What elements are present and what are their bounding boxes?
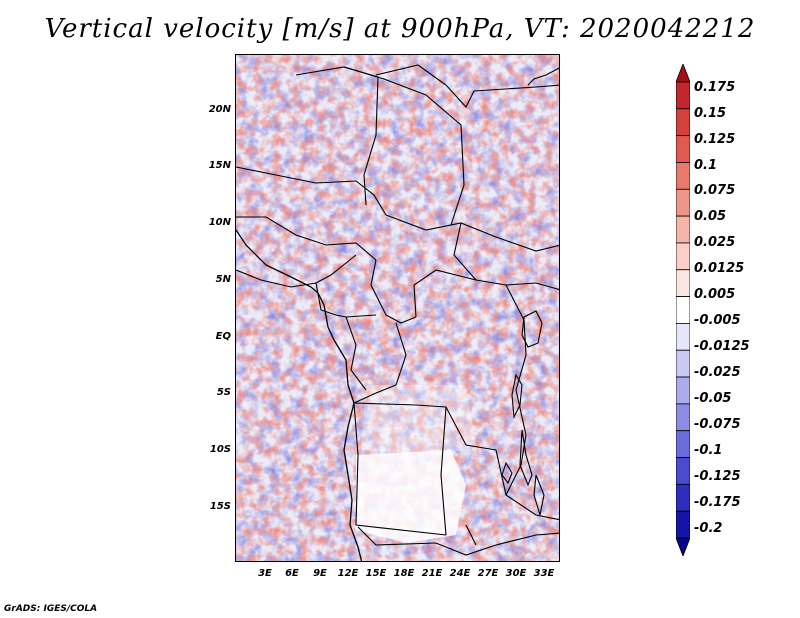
colorbar-cell [676,81,690,110]
colorbar-cell [676,457,690,485]
red-sea-coast [527,67,559,86]
colorbar-cell [676,537,690,556]
colorbar-label: 0.05 [694,209,727,224]
colorbar-cell [676,376,690,405]
country-borders [236,64,559,556]
colorbar-label: 0.1 [694,158,718,173]
lat-label-20n: 20N [208,104,231,115]
lat-label-15n: 15N [208,160,231,171]
lon-label-6e: 6E [285,568,299,579]
lon-label-21e: 21E [421,568,443,579]
colorbar-cell [676,64,690,83]
lon-label-27e: 27E [477,568,499,579]
colorbar-cell [676,296,690,324]
colorbar-cell [676,188,690,217]
colorbar-label: -0.075 [694,417,741,432]
colorbar-cell [676,323,690,351]
colorbar-label: 0.025 [694,235,736,250]
lon-label-15e: 15E [365,568,387,579]
lon-label-24e: 24E [449,568,471,579]
chart-title: Vertical velocity [m/s] at 900hPa, VT: 2… [44,14,756,44]
colorbar-cell [676,135,690,163]
lat-label-10s: 10S [209,444,231,455]
colorbar-label: -0.175 [694,495,741,510]
colorbar-cell [676,269,690,297]
colorbar-label: 0.15 [694,106,727,121]
lon-label-30e: 30E [505,568,527,579]
colorbar-label: -0.0125 [694,339,750,354]
colorbar-label: 0.125 [694,132,736,147]
colorbar-label: -0.005 [694,313,741,328]
colorbar-label: 0.075 [694,183,736,198]
colorbar-cell [676,483,690,512]
colorbar-label: 0.005 [694,287,736,302]
colorbar-cell [676,430,690,458]
colorbar-label: -0.05 [694,391,732,406]
colorbar-cell [676,162,690,190]
lon-label-9e: 9E [313,568,327,579]
colorbar-label: 0.0125 [694,261,745,276]
lat-label-5n: 5N [215,274,231,285]
coastline [236,229,363,561]
grads-credit: GrADS: IGES/COLA [4,604,98,614]
colorbar-cell [676,510,690,539]
lat-label-10n: 10N [208,217,231,228]
lat-label-15s: 15S [209,501,231,512]
great-lakes [501,310,545,516]
colorbar-cell [676,349,690,378]
lon-label-33e: 33E [533,568,555,579]
colorbar-label: 0.175 [694,80,736,95]
lat-label-eq: EQ [215,331,231,342]
colorbar-cell [676,108,690,137]
lon-label-3e: 3E [258,568,272,579]
lon-label-12e: 12E [337,568,359,579]
lon-label-18e: 18E [393,568,415,579]
map-panel [235,54,560,562]
velocity-field-map [236,55,559,561]
lat-label-5s: 5S [216,387,231,398]
colorbar-cell [676,242,690,271]
colorbar-label: -0.1 [694,443,723,458]
colorbar-label: -0.125 [694,469,741,484]
colorbar-label: -0.2 [694,521,723,536]
colorbar [676,64,690,556]
colorbar-cell [676,215,690,244]
colorbar-cell [676,403,690,432]
colorbar-label: -0.025 [694,365,741,380]
